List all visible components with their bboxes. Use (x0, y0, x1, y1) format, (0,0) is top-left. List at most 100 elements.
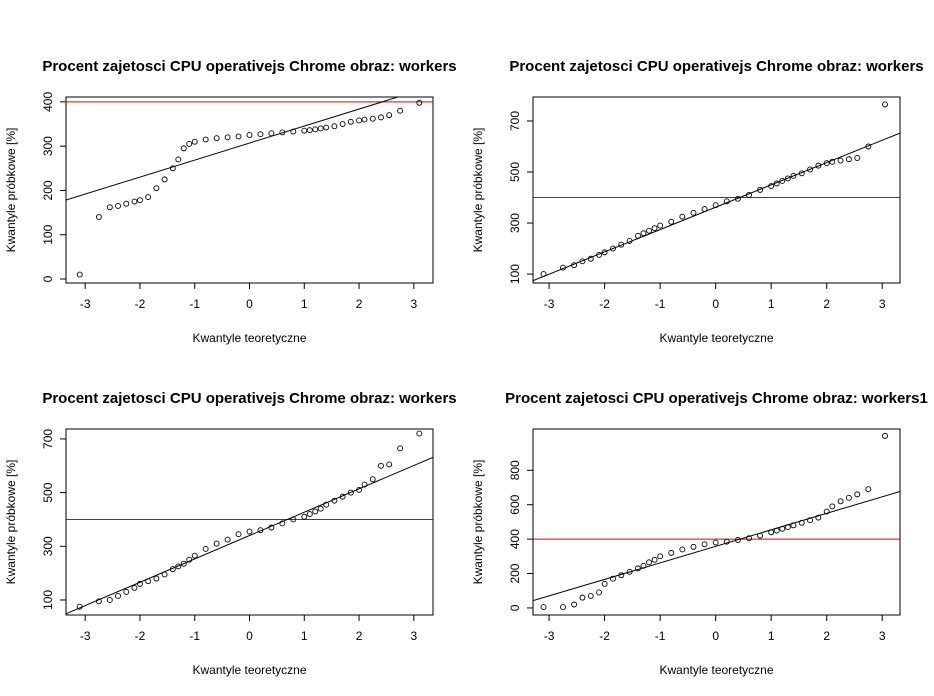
chart-title: Procent zajetosci CPU operativejs Chrome… (42, 390, 456, 407)
point (416, 430, 423, 437)
point (815, 162, 822, 169)
point (386, 112, 393, 119)
x-tick-label: -3 (544, 629, 555, 643)
point (790, 172, 797, 179)
point (560, 264, 566, 271)
x-tick-label: 0 (712, 297, 719, 311)
qq-line (66, 97, 400, 201)
point (213, 135, 220, 142)
qq-line (533, 491, 900, 602)
point (734, 537, 741, 543)
point (571, 601, 578, 608)
point (145, 194, 152, 201)
point (169, 165, 176, 172)
y-tick-label: 100 (41, 224, 55, 244)
point (734, 195, 741, 202)
y-axis-label: Kwantyle próbkowe [%] (4, 460, 18, 585)
point (106, 204, 113, 211)
x-tick-label: -2 (135, 297, 146, 311)
x-tick-label: -2 (599, 629, 610, 643)
point (712, 539, 719, 546)
point (115, 202, 121, 209)
chart-title: Procent zajetosci CPU operativejs Chrome… (509, 58, 923, 75)
point (180, 145, 187, 152)
y-tick-label: 500 (41, 482, 55, 502)
point (76, 603, 83, 610)
point (306, 127, 313, 134)
point (175, 156, 182, 163)
x-tick-label: -2 (135, 629, 146, 643)
point (560, 604, 566, 611)
point (712, 202, 719, 209)
point (807, 517, 814, 524)
point (257, 527, 264, 534)
point (646, 559, 652, 566)
point (798, 519, 805, 526)
y-tick-label: 0 (41, 275, 55, 282)
point (347, 489, 354, 496)
point (626, 237, 633, 244)
point (361, 116, 368, 123)
point (175, 563, 182, 570)
panel: Procent zajetosci CPU operativejs Chrome… (4, 390, 456, 677)
point (882, 101, 888, 108)
x-tick-label: -1 (655, 297, 666, 311)
x-axis-label: Kwantyle teoretyczne (192, 331, 306, 345)
point (626, 568, 633, 575)
point (618, 241, 625, 248)
point (587, 255, 594, 262)
point (290, 516, 297, 523)
point (837, 498, 844, 505)
plot-frame (65, 96, 434, 284)
y-axis-label: Kwantyle próbkowe [%] (471, 460, 485, 585)
point (610, 575, 616, 582)
x-tick-label: 2 (823, 297, 830, 311)
point (279, 520, 286, 527)
point (186, 556, 193, 563)
point (690, 543, 697, 550)
point (701, 541, 708, 548)
point (95, 214, 102, 220)
chart-title: Procent zajetosci CPU operativejs Chrome… (505, 390, 928, 407)
point (757, 532, 764, 539)
point (854, 491, 861, 498)
point (679, 213, 686, 220)
point (690, 209, 697, 216)
point (123, 200, 130, 207)
point (186, 140, 193, 147)
y-tick-label: 200 (508, 563, 522, 583)
point (829, 158, 836, 165)
point (397, 107, 404, 114)
panel: Procent zajetosci CPU operativejs Chrome… (4, 58, 456, 345)
x-tick-label: 2 (356, 297, 363, 311)
x-tick-label: 1 (768, 297, 775, 311)
point (651, 225, 658, 232)
point (882, 432, 888, 439)
point (161, 176, 168, 183)
point (679, 546, 686, 553)
point (854, 155, 861, 161)
x-tick-label: 2 (823, 629, 830, 643)
point (95, 598, 102, 605)
x-tick-label: -1 (655, 629, 666, 643)
point (768, 183, 775, 189)
point (356, 117, 363, 124)
point (807, 166, 814, 173)
point (317, 505, 324, 512)
point (115, 592, 121, 599)
point (191, 552, 198, 559)
point (323, 124, 330, 131)
point (131, 584, 138, 591)
point (180, 560, 187, 567)
x-tick-label: -1 (189, 629, 200, 643)
point (668, 218, 675, 225)
point (224, 134, 231, 141)
point (579, 258, 586, 265)
point (213, 540, 220, 547)
point (723, 198, 730, 205)
x-tick-label: 3 (410, 297, 417, 311)
plot-area (66, 97, 433, 201)
qq-line (66, 456, 433, 615)
point (657, 553, 664, 560)
point (331, 123, 338, 130)
